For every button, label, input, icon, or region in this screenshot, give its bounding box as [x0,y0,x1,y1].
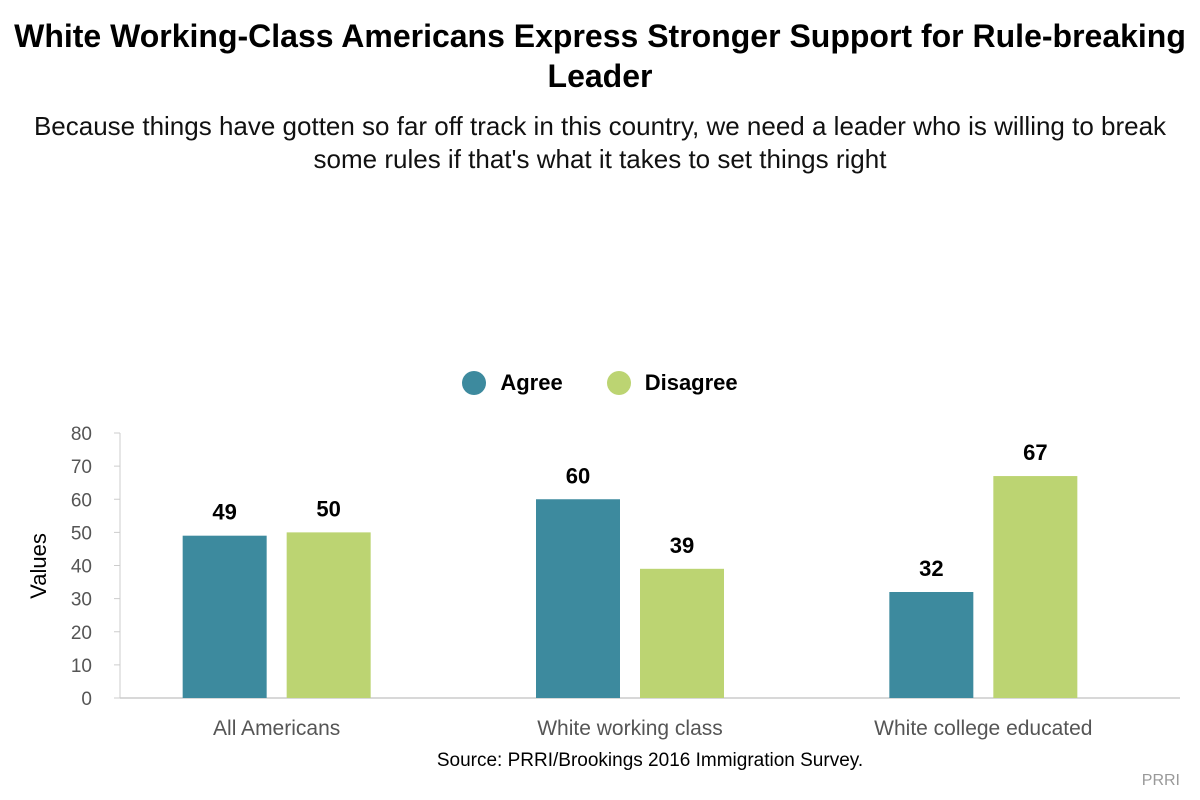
y-tick-label: 40 [71,557,92,578]
bar-disagree-1[interactable] [640,568,724,698]
chart-title: White Working-Class Americans Express St… [14,18,1186,94]
bar-disagree-0[interactable] [286,532,371,698]
y-tick-label: 50 [71,523,92,544]
data-label-disagree-0: 50 [316,496,340,521]
bar-disagree-2[interactable] [993,476,1078,698]
x-category-label: All Americans [213,717,340,740]
data-label-disagree-1: 39 [670,533,694,558]
legend-swatch-agree [462,371,487,395]
y-tick-label: 70 [71,457,92,478]
y-tick-label: 0 [81,689,92,710]
chart-legend: Agree Disagree [0,370,1200,396]
bar-agree-2[interactable] [889,592,974,698]
y-tick-label: 30 [71,590,92,611]
data-label-agree-1: 60 [566,463,590,488]
bar-agree-1[interactable] [536,499,620,698]
source-note: Source: PRRI/Brookings 2016 Immigration … [436,750,864,771]
x-category-label: White college educated [874,717,1092,740]
credit-label: PRRI [1141,772,1180,789]
x-category-label: White working class [537,717,723,740]
legend-swatch-disagree [606,371,631,395]
y-tick-label: 80 [71,424,92,445]
y-axis-title: Values [26,533,51,599]
y-tick-label: 20 [71,623,92,644]
data-label-agree-0: 49 [212,500,236,525]
data-label-disagree-2: 67 [1023,440,1047,465]
chart-subtitle: Because things have gotten so far off tr… [33,111,1167,174]
y-tick-label: 60 [71,490,92,511]
data-label-agree-2: 32 [919,556,943,581]
legend-label-agree: Agree [500,370,563,395]
y-tick-label: 10 [71,656,92,677]
bar-agree-0[interactable] [182,535,267,698]
legend-item-agree[interactable]: Agree [462,370,563,396]
legend-item-disagree[interactable]: Disagree [606,370,738,396]
legend-label-disagree: Disagree [644,370,738,395]
